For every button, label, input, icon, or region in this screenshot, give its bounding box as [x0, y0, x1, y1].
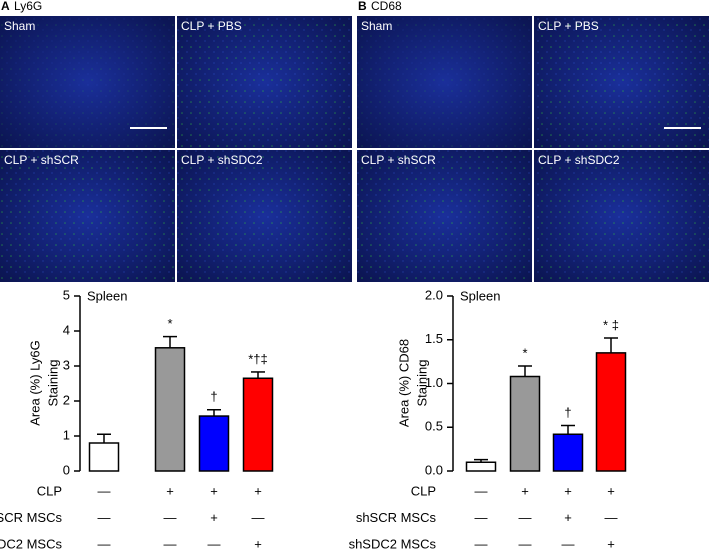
row-cell: —	[98, 510, 111, 525]
bar	[595, 352, 627, 472]
bar	[242, 377, 274, 472]
image-label: Sham	[4, 19, 35, 33]
row-cell: +	[210, 483, 218, 498]
chart-title: Spleen	[87, 288, 127, 303]
row-cell: +	[166, 483, 174, 498]
significance-label: †	[564, 405, 571, 420]
row-label: CLP	[37, 483, 62, 498]
significance-label: *	[167, 316, 172, 331]
row-label: shSDC2 MSCs	[349, 536, 437, 551]
image-label: CLP + PBS	[538, 19, 599, 33]
row-cell: —	[519, 536, 532, 551]
y-tick-label: 2.0	[425, 287, 443, 302]
row-cell: —	[98, 536, 111, 551]
chart-title: Spleen	[460, 288, 500, 303]
row-cell: —	[164, 536, 177, 551]
panel-marker: CD68	[371, 0, 402, 13]
y-tick-label: 0.0	[425, 462, 443, 477]
significance-label: *†‡	[248, 351, 268, 366]
row-cell: +	[521, 483, 529, 498]
micrograph-speckle	[0, 150, 175, 282]
row-cell: +	[210, 510, 218, 525]
bar	[509, 375, 541, 472]
y-tick-label: 1	[63, 427, 70, 442]
row-cell: —	[605, 510, 618, 525]
row-cell: —	[519, 510, 532, 525]
panel-letter: B	[358, 0, 367, 13]
row-cell: —	[164, 510, 177, 525]
y-axis-label: Area (%) Ly6G	[27, 340, 42, 426]
row-cell: +	[254, 536, 262, 551]
y-tick-label: 3	[63, 357, 70, 372]
micrograph-speckle	[0, 16, 175, 148]
y-tick-label: 5	[63, 287, 70, 302]
image-label: CLP + shSCR	[361, 153, 436, 167]
image-label: CLP + shSDC2	[538, 153, 620, 167]
significance-label: * ‡	[603, 317, 619, 332]
y-axis-label: Staining	[414, 360, 429, 407]
image-label: CLP + shSDC2	[181, 153, 263, 167]
row-cell: —	[562, 536, 575, 551]
micrograph-speckle	[534, 16, 709, 148]
row-cell: —	[475, 536, 488, 551]
row-cell: +	[607, 536, 615, 551]
row-label: CLP	[411, 483, 436, 498]
bar	[552, 433, 584, 472]
significance-label: †	[210, 389, 217, 404]
significance-label: *	[522, 345, 527, 360]
row-label: shSDC2 MSCs	[0, 536, 62, 551]
image-label: CLP + shSCR	[4, 153, 79, 167]
micrograph-speckle	[357, 150, 532, 282]
panel-letter: A	[1, 0, 10, 13]
micrograph-speckle	[534, 150, 709, 282]
row-cell: —	[475, 510, 488, 525]
y-tick-label: 0.5	[425, 419, 443, 434]
y-tick-label: 2	[63, 392, 70, 407]
bar	[88, 442, 120, 472]
row-cell: —	[252, 510, 265, 525]
row-cell: —	[98, 483, 111, 498]
row-cell: +	[254, 483, 262, 498]
y-axis-label: Staining	[45, 360, 60, 407]
image-label: Sham	[361, 19, 392, 33]
bar	[465, 461, 497, 472]
row-cell: +	[564, 483, 572, 498]
micrograph-speckle	[177, 16, 352, 148]
row-cell: —	[208, 536, 221, 551]
y-tick-label: 0	[63, 462, 70, 477]
y-tick-label: 1.0	[425, 375, 443, 390]
micrograph-speckle	[357, 16, 532, 148]
bar	[198, 415, 230, 472]
row-label: shSCR MSCs	[356, 510, 437, 525]
bar	[154, 347, 186, 472]
micrograph-speckle	[177, 150, 352, 282]
row-cell: +	[607, 483, 615, 498]
y-axis-label: Area (%) CD68	[396, 339, 411, 427]
row-cell: +	[564, 510, 572, 525]
row-label: shSCR MSCs	[0, 510, 62, 525]
y-tick-label: 4	[63, 322, 70, 337]
y-tick-label: 1.5	[425, 331, 443, 346]
image-label: CLP + PBS	[181, 19, 242, 33]
panel-marker: Ly6G	[14, 0, 42, 13]
row-cell: —	[475, 483, 488, 498]
